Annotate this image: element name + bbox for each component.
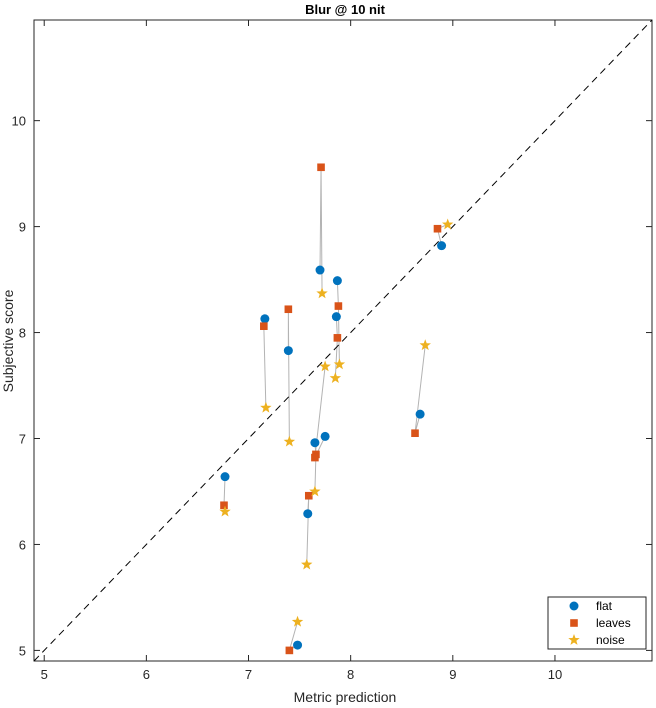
point-flat	[310, 438, 320, 448]
point-leaves	[304, 491, 313, 500]
point-flat	[437, 241, 447, 251]
point-noise	[219, 505, 231, 517]
point-noise	[283, 435, 296, 447]
point-noise	[442, 218, 454, 230]
series-noise	[219, 218, 454, 627]
point-noise	[316, 287, 328, 299]
y-tick-label: 9	[19, 220, 26, 235]
x-tick-label: 6	[143, 667, 150, 682]
x-tick-label: 10	[548, 667, 562, 682]
series-leaves	[220, 163, 442, 655]
point-flat	[331, 312, 341, 322]
point-leaves	[411, 429, 419, 438]
point-flat	[220, 472, 230, 482]
chart-title: Blur @ 10 nit	[305, 2, 386, 17]
point-noise	[419, 339, 431, 351]
point-leaves	[284, 305, 293, 314]
data-markers	[219, 163, 454, 655]
point-noise	[333, 358, 346, 370]
y-tick-label: 6	[19, 537, 26, 552]
point-flat	[260, 314, 270, 324]
point-leaves	[333, 334, 342, 342]
point-leaves	[311, 453, 319, 462]
point-flat	[415, 409, 425, 419]
point-noise	[301, 558, 313, 570]
point-flat	[283, 346, 293, 356]
point-leaves	[317, 163, 325, 172]
y-tick-label: 5	[19, 643, 26, 658]
series-flat	[220, 241, 447, 650]
legend-label-noise: noise	[596, 633, 625, 647]
point-noise	[260, 401, 272, 413]
point-leaves	[285, 646, 294, 655]
legend-marker-leaves	[570, 619, 578, 627]
point-noise	[329, 372, 342, 383]
legend-marker-noise	[568, 634, 580, 645]
point-noise	[319, 360, 331, 372]
legend-label-flat: flat	[596, 599, 613, 613]
point-flat	[293, 640, 303, 650]
legend-box	[547, 596, 647, 650]
point-flat	[303, 509, 313, 519]
x-tick-label: 9	[449, 667, 456, 682]
axis-ticks: 5 6 7 8 9 10 5 6 7 8 9 10	[12, 20, 652, 682]
point-noise	[309, 485, 321, 497]
diagonal-reference-line	[33, 19, 653, 662]
legend: flat leaves noise	[547, 596, 647, 650]
y-tick-label: 8	[19, 326, 26, 341]
point-leaves	[260, 322, 268, 330]
y-axis-label: Subjective score	[0, 289, 16, 392]
x-tick-label: 7	[245, 667, 252, 682]
point-flat	[332, 276, 342, 286]
point-noise	[291, 615, 304, 627]
y-tick-label: 7	[19, 432, 26, 447]
point-leaves	[433, 224, 442, 233]
point-leaves	[220, 501, 228, 510]
x-tick-label: 5	[41, 667, 48, 682]
point-leaves	[334, 302, 343, 310]
legend-label-leaves: leaves	[596, 616, 631, 630]
point-flat	[315, 265, 325, 275]
y-tick-label: 10	[12, 114, 26, 129]
point-flat	[320, 431, 330, 441]
legend-marker-flat	[569, 601, 579, 611]
x-axis-label: Metric prediction	[294, 689, 397, 705]
x-tick-label: 8	[347, 667, 354, 682]
